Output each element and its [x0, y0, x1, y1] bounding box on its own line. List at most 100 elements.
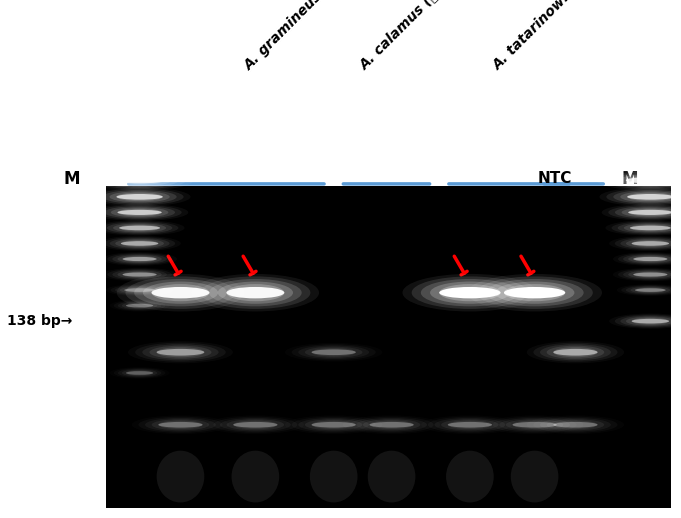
Ellipse shape [632, 59, 669, 65]
Ellipse shape [421, 279, 519, 306]
Ellipse shape [506, 419, 563, 430]
Ellipse shape [620, 191, 680, 203]
Ellipse shape [311, 350, 355, 355]
Text: A. tatarinowii (중국석창포): A. tatarinowii (중국석창포) [490, 0, 618, 73]
Ellipse shape [630, 224, 671, 232]
Ellipse shape [101, 138, 178, 152]
Ellipse shape [626, 176, 675, 185]
Ellipse shape [119, 84, 160, 92]
Ellipse shape [233, 422, 278, 428]
Ellipse shape [627, 194, 674, 199]
Ellipse shape [624, 83, 677, 93]
Ellipse shape [553, 421, 598, 429]
Ellipse shape [151, 284, 210, 301]
Ellipse shape [512, 422, 557, 428]
Ellipse shape [97, 108, 182, 122]
Text: A. calamus (창포): A. calamus (창포) [358, 0, 452, 73]
Ellipse shape [628, 255, 673, 263]
Ellipse shape [402, 274, 537, 311]
Ellipse shape [113, 223, 166, 233]
Ellipse shape [111, 110, 168, 120]
Ellipse shape [618, 174, 681, 186]
Ellipse shape [553, 422, 598, 428]
Ellipse shape [86, 170, 193, 191]
Ellipse shape [115, 286, 164, 294]
Ellipse shape [628, 208, 673, 217]
Ellipse shape [632, 318, 669, 325]
Ellipse shape [369, 421, 413, 429]
Ellipse shape [635, 287, 665, 293]
Ellipse shape [626, 158, 675, 165]
Ellipse shape [119, 71, 160, 79]
Ellipse shape [504, 284, 565, 301]
Ellipse shape [618, 69, 681, 81]
Ellipse shape [604, 151, 681, 172]
Ellipse shape [494, 282, 574, 304]
Ellipse shape [134, 279, 227, 306]
Ellipse shape [627, 142, 674, 148]
Ellipse shape [368, 451, 415, 502]
Ellipse shape [626, 156, 675, 167]
Ellipse shape [618, 82, 681, 94]
Ellipse shape [226, 284, 285, 301]
Ellipse shape [608, 122, 681, 137]
Ellipse shape [602, 106, 681, 124]
Ellipse shape [620, 315, 680, 327]
Ellipse shape [101, 94, 178, 108]
Ellipse shape [446, 451, 494, 502]
Ellipse shape [120, 286, 159, 294]
Ellipse shape [628, 112, 673, 118]
Ellipse shape [626, 58, 675, 66]
Ellipse shape [311, 421, 355, 429]
Ellipse shape [602, 121, 681, 138]
Ellipse shape [611, 173, 681, 188]
Ellipse shape [305, 347, 362, 358]
Ellipse shape [113, 70, 166, 80]
Ellipse shape [123, 272, 157, 277]
Ellipse shape [447, 422, 492, 428]
Ellipse shape [143, 282, 218, 304]
Ellipse shape [117, 270, 161, 279]
Ellipse shape [117, 255, 161, 263]
Ellipse shape [611, 153, 681, 170]
Ellipse shape [103, 190, 176, 204]
Ellipse shape [115, 176, 164, 185]
Ellipse shape [618, 154, 681, 169]
Ellipse shape [115, 239, 164, 248]
Ellipse shape [477, 277, 592, 309]
Ellipse shape [614, 190, 681, 204]
Ellipse shape [540, 344, 611, 361]
Ellipse shape [624, 223, 677, 233]
Ellipse shape [226, 287, 285, 298]
Ellipse shape [615, 44, 681, 55]
Ellipse shape [123, 256, 157, 262]
Ellipse shape [615, 56, 681, 68]
Ellipse shape [597, 170, 681, 191]
Ellipse shape [630, 97, 671, 105]
Ellipse shape [233, 421, 278, 429]
Ellipse shape [117, 111, 161, 119]
Ellipse shape [633, 271, 667, 278]
Ellipse shape [628, 127, 673, 132]
Ellipse shape [112, 254, 167, 264]
Text: 6: 6 [522, 35, 533, 53]
Ellipse shape [632, 241, 669, 246]
Ellipse shape [439, 284, 501, 301]
Ellipse shape [615, 123, 681, 136]
Ellipse shape [91, 121, 188, 138]
Ellipse shape [86, 150, 193, 174]
Ellipse shape [618, 253, 681, 265]
Ellipse shape [117, 127, 161, 132]
Ellipse shape [101, 221, 178, 235]
Ellipse shape [113, 96, 166, 106]
Ellipse shape [104, 206, 175, 219]
Ellipse shape [121, 240, 158, 247]
Ellipse shape [108, 154, 172, 169]
Ellipse shape [117, 112, 161, 118]
Ellipse shape [363, 419, 420, 430]
Ellipse shape [104, 123, 175, 136]
Ellipse shape [121, 46, 158, 52]
Ellipse shape [124, 288, 155, 292]
Ellipse shape [623, 269, 678, 280]
Ellipse shape [119, 224, 160, 232]
